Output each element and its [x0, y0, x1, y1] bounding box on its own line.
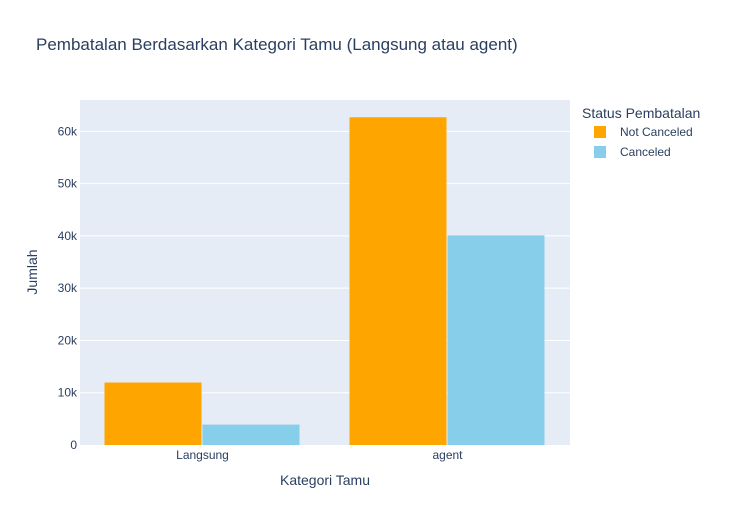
- y-tick-label: 50k: [58, 177, 78, 191]
- bar-canceled: [202, 424, 300, 445]
- bar-not-canceled: [104, 382, 202, 445]
- chart-title: Pembatalan Berdasarkan Kategori Tamu (La…: [36, 35, 518, 54]
- y-tick-label: 20k: [58, 333, 78, 347]
- legend-swatch: [594, 146, 606, 158]
- y-tick-label: 60k: [58, 124, 78, 138]
- y-axis-ticks: 0 10k 20k 30k 40k 50k 60k: [58, 124, 78, 452]
- y-axis-title: Jumlah: [24, 249, 40, 294]
- y-tick-label: 40k: [58, 229, 78, 243]
- legend-title: Status Pembatalan: [582, 105, 700, 121]
- x-tick-label: Langsung: [176, 448, 229, 462]
- bars: [104, 117, 545, 445]
- y-tick-label: 0: [70, 438, 77, 452]
- x-axis-ticks: Langsung agent: [176, 448, 463, 462]
- legend-label: Canceled: [620, 145, 671, 159]
- bar-canceled: [447, 235, 545, 445]
- legend: Status Pembatalan Not Canceled Canceled: [582, 105, 700, 159]
- bar-not-canceled: [349, 117, 447, 445]
- legend-label: Not Canceled: [620, 125, 693, 139]
- y-tick-label: 30k: [58, 281, 78, 295]
- x-axis-title: Kategori Tamu: [280, 472, 370, 488]
- legend-swatch: [594, 126, 606, 138]
- y-tick-label: 10k: [58, 386, 78, 400]
- x-tick-label: agent: [432, 448, 463, 462]
